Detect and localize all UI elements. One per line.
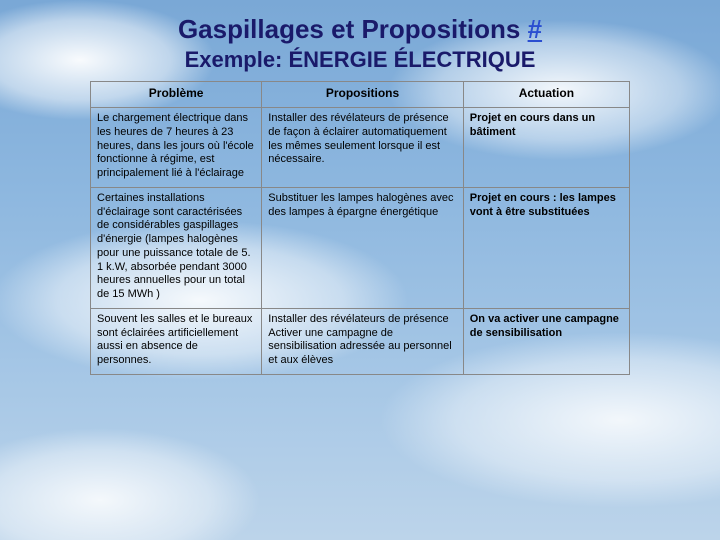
title-text: Gaspillages et Propositions	[178, 14, 528, 44]
slide-title: Gaspillages et Propositions #	[28, 14, 692, 45]
cell-probleme: Souvent les salles et le bureaux sont éc…	[91, 308, 262, 374]
cell-propositions: Installer des révélateurs de présence de…	[262, 108, 463, 188]
cell-propositions: Installer des révélateurs de présenceAct…	[262, 308, 463, 374]
cell-propositions: Substituer les lampes halogènes avec des…	[262, 187, 463, 308]
propositions-table: Problème Propositions Actuation Le charg…	[90, 81, 630, 375]
cell-actuation: Projet en cours dans un bâtiment	[463, 108, 629, 188]
cell-actuation: On va activer une campagne de sensibilis…	[463, 308, 629, 374]
cell-actuation: Projet en cours : les lampes vont à être…	[463, 187, 629, 308]
table-body: Le chargement électrique dans les heures…	[91, 108, 630, 375]
table-row: Le chargement électrique dans les heures…	[91, 108, 630, 188]
slide-subtitle: Exemple: ÉNERGIE ÉLECTRIQUE	[28, 47, 692, 73]
cell-probleme: Le chargement électrique dans les heures…	[91, 108, 262, 188]
table-header-row: Problème Propositions Actuation	[91, 82, 630, 108]
col-header-propositions: Propositions	[262, 82, 463, 108]
col-header-actuation: Actuation	[463, 82, 629, 108]
title-hash: #	[528, 14, 542, 44]
table-row: Certaines installations d'éclairage sont…	[91, 187, 630, 308]
cell-probleme: Certaines installations d'éclairage sont…	[91, 187, 262, 308]
slide-container: Gaspillages et Propositions # Exemple: É…	[0, 0, 720, 540]
table-row: Souvent les salles et le bureaux sont éc…	[91, 308, 630, 374]
col-header-probleme: Problème	[91, 82, 262, 108]
